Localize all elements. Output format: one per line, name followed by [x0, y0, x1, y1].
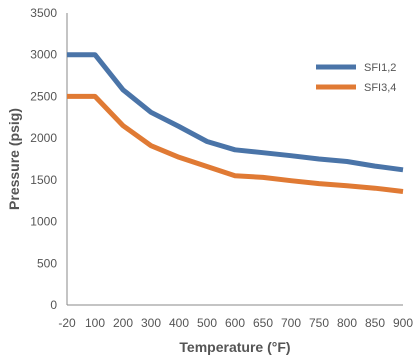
x-tick-label: 100 [85, 316, 105, 330]
legend: SFI1,2 SFI3,4 [316, 62, 396, 94]
x-axis-title: Temperature (°F) [179, 339, 290, 355]
x-tick-label: 300 [141, 316, 161, 330]
series-layer [67, 52, 404, 194]
y-tick-label: 500 [37, 256, 57, 270]
x-tick-label: 650 [253, 316, 273, 330]
y-tick-label: 2000 [30, 131, 57, 145]
y-tick-label: 1000 [30, 215, 57, 229]
ticks-layer: 0 500 1000 1500 2000 2500 3000 3500 -20 100 200 300… [30, 6, 413, 330]
y-tick-label: 3000 [30, 48, 57, 62]
x-tick-label: 850 [365, 316, 385, 330]
y-tick-label: 2500 [30, 89, 57, 103]
x-tick-label: 800 [337, 316, 357, 330]
x-tick-label: 700 [281, 316, 301, 330]
legend-label-2: SFI3,4 [364, 82, 396, 94]
legend-label-1: SFI1,2 [364, 62, 396, 74]
axes-layer [66, 13, 403, 306]
y-tick-label: 1500 [30, 173, 57, 187]
x-tick-label: -20 [58, 316, 76, 330]
x-tick-label: 750 [309, 316, 329, 330]
y-tick-label: 0 [50, 298, 57, 312]
series-line-2 [67, 93, 404, 194]
x-tick-label: 400 [169, 316, 189, 330]
y-tick-label: 3500 [30, 6, 57, 20]
y-axis-title: Pressure (psig) [6, 108, 22, 210]
x-tick-label: 600 [225, 316, 245, 330]
x-tick-label: 200 [113, 316, 133, 330]
series-line-1 [67, 52, 404, 173]
x-tick-label: 500 [197, 316, 217, 330]
x-tick-label: 900 [393, 316, 413, 330]
